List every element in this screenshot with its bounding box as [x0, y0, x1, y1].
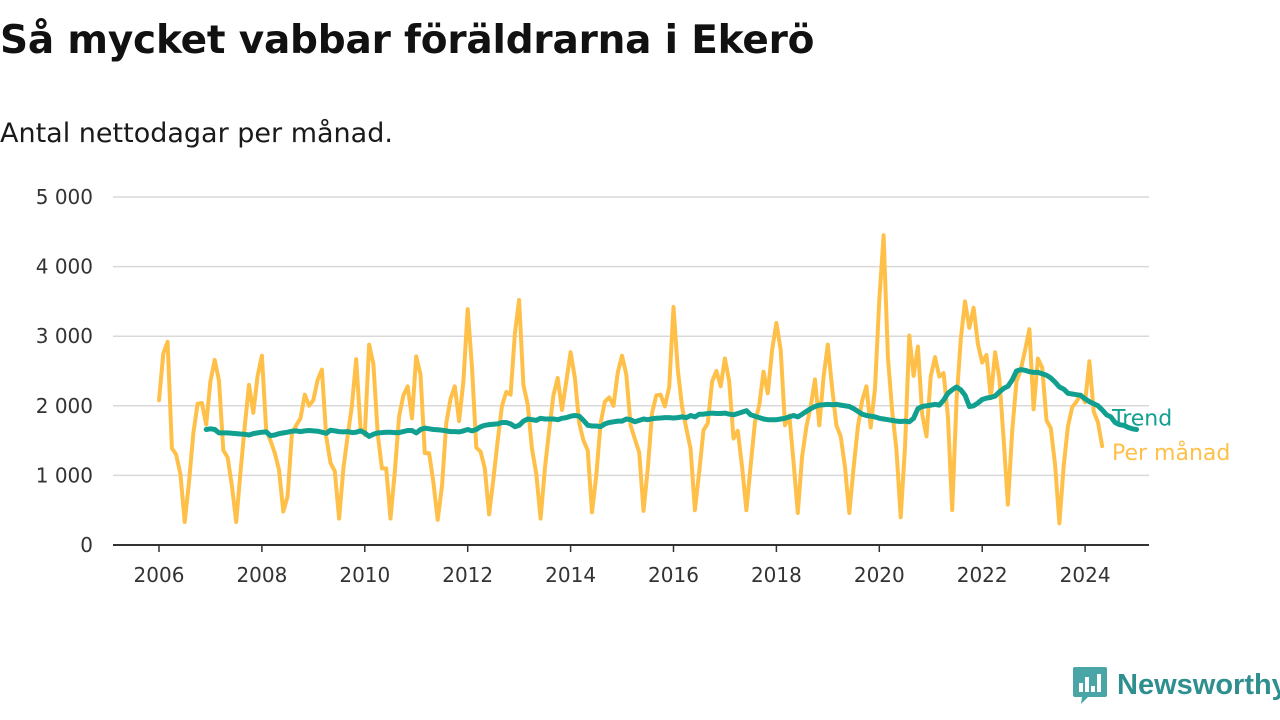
- x-tick-label: 2020: [854, 563, 905, 587]
- axes: 0 1 000 2 000 3 000 4 000 5 000 2006 2008 2010 20…: [36, 185, 1149, 587]
- series-lines: [157, 233, 1140, 526]
- series-line-per-manad: [157, 233, 1105, 526]
- y-tick-label: 2 000: [36, 394, 93, 418]
- y-tick-label: 4 000: [36, 255, 93, 279]
- x-tick-label: 2006: [134, 563, 185, 587]
- brand-logo[interactable]: Newsworthy: [1072, 665, 1280, 705]
- x-tick-label: 2024: [1060, 563, 1111, 587]
- x-tick-label: 2012: [442, 563, 493, 587]
- x-tick-label: 2010: [339, 563, 390, 587]
- chart-subtitle: Antal nettodagar per månad.: [0, 118, 393, 149]
- x-tick-label: 2014: [545, 563, 596, 587]
- series-label-trend: Trend: [1111, 406, 1172, 431]
- x-tick-label: 2016: [648, 563, 699, 587]
- y-tick-label: 0: [80, 533, 93, 557]
- y-tick-label: 1 000: [36, 463, 93, 487]
- brand-name: Newsworthy: [1117, 668, 1280, 701]
- series-line-trend: [203, 367, 1140, 439]
- bar-chart-bubble-icon: [1073, 667, 1107, 704]
- series-label-per-manad: Per månad: [1112, 440, 1230, 466]
- series-labels: Per månad Trend: [1111, 406, 1230, 466]
- chart-title: Så mycket vabbar föräldrarna i Ekerö: [0, 18, 815, 63]
- y-tick-label: 5 000: [36, 185, 93, 209]
- y-tick-label: 3 000: [36, 324, 93, 348]
- x-tick-label: 2018: [751, 563, 802, 587]
- x-tick-label: 2008: [236, 563, 287, 587]
- x-tick-label: 2022: [957, 563, 1008, 587]
